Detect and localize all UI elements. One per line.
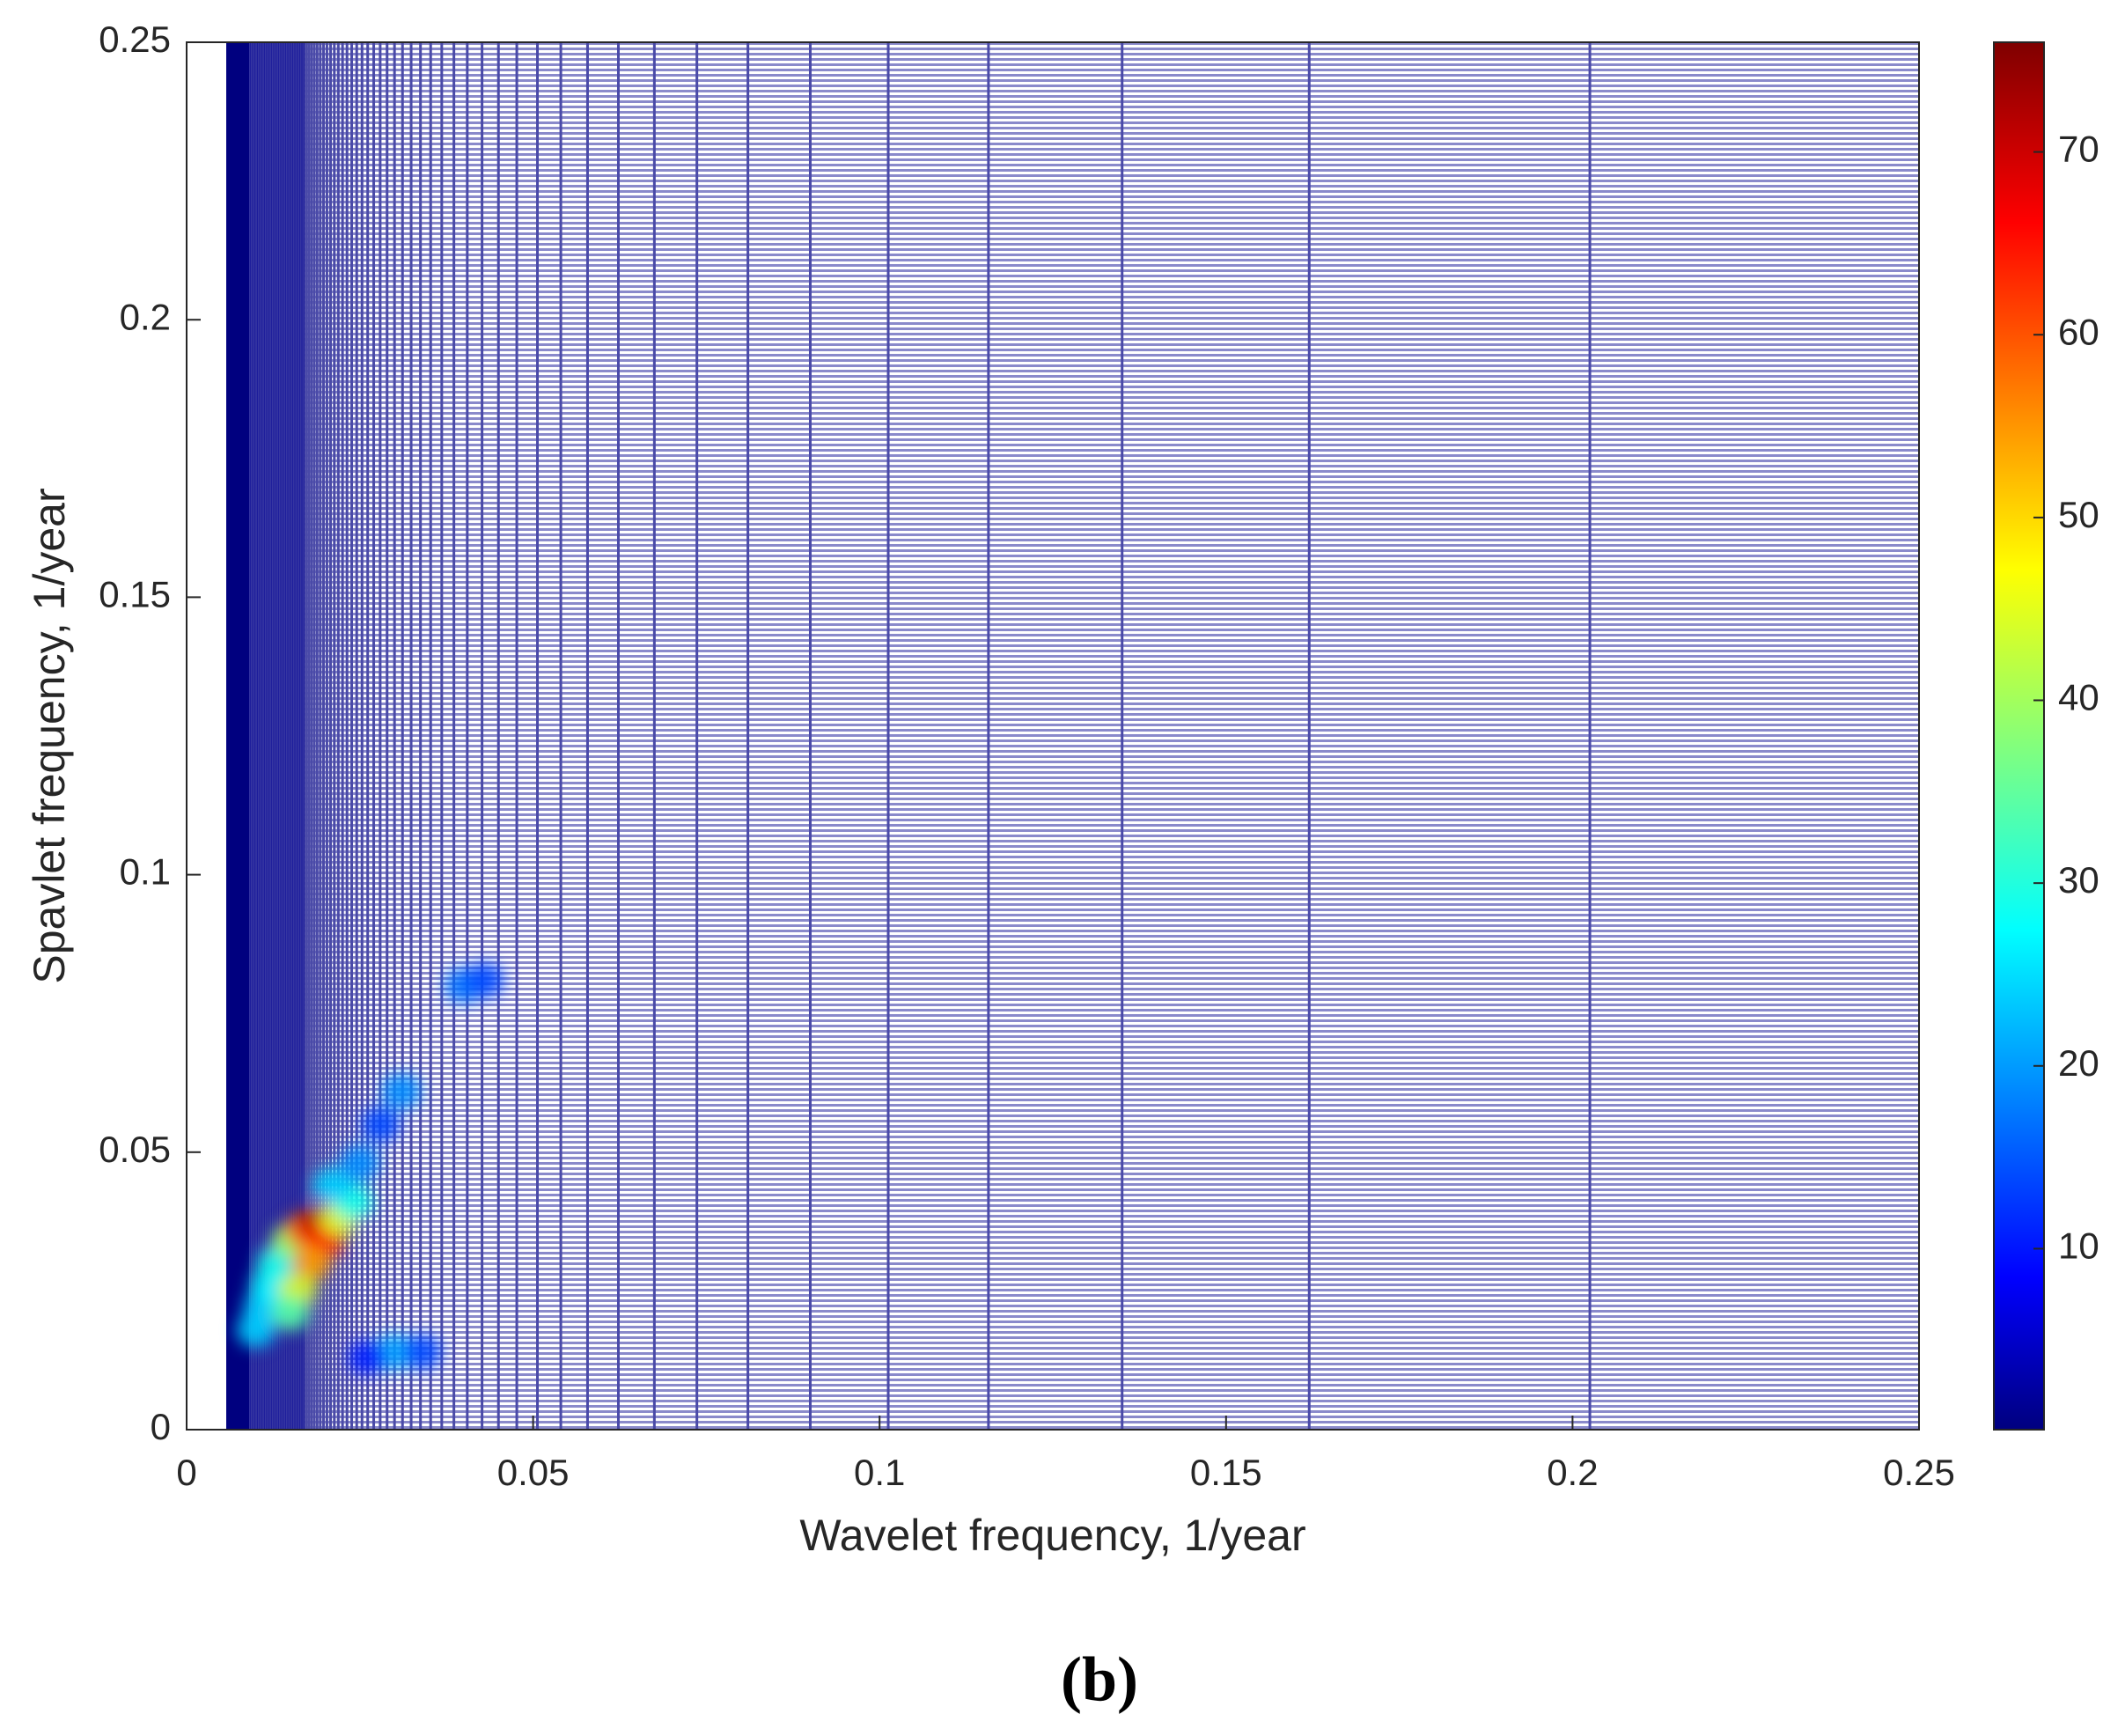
y-tick-label: 0.2 [120, 296, 171, 337]
x-tick-label: 0.2 [1547, 1452, 1598, 1493]
hotspots [236, 962, 504, 1376]
heat-cell [402, 1334, 442, 1370]
colorbar-tick-label: 30 [2058, 859, 2099, 901]
heat-cell [347, 1340, 386, 1376]
x-tick-label: 0.15 [1190, 1452, 1262, 1493]
heat-cell [361, 1107, 401, 1143]
y-tick-label: 0.25 [99, 18, 171, 60]
heat-cell [291, 1245, 331, 1281]
colorbar [1993, 41, 2045, 1431]
colorbar-tick-label: 20 [2058, 1042, 2099, 1084]
y-tick-label: 0.1 [120, 851, 171, 893]
plot-area [226, 42, 1919, 1430]
low-band [226, 42, 249, 1430]
colorbar-tick-label: 40 [2058, 677, 2099, 718]
colorbar-tick-label: 50 [2058, 494, 2099, 535]
x-tick-label: 0.1 [854, 1452, 905, 1493]
x-tick-label: 0.25 [1883, 1452, 1955, 1493]
heat-cell [340, 1145, 379, 1181]
colorbar-tick-label: 10 [2058, 1225, 2099, 1267]
heat-cell [465, 962, 504, 998]
heat-cell [382, 1073, 422, 1109]
caption: (b) [1061, 1644, 1138, 1715]
x-tick-label: 0 [176, 1452, 196, 1493]
axes-box [186, 41, 1920, 1431]
mesh-background [249, 42, 1919, 1430]
y-tick-label: 0.15 [99, 573, 171, 614]
colorbar-tick-label: 70 [2058, 129, 2099, 170]
x-tick-label: 0.05 [497, 1452, 570, 1493]
colorbar-tick-label: 60 [2058, 311, 2099, 352]
y-tick-label: 0 [151, 1406, 171, 1447]
y-tick-label: 0.05 [99, 1129, 171, 1170]
heat-cell [271, 1295, 311, 1331]
heat-cell [312, 1167, 352, 1203]
x-axis-label: Wavelet frequency, 1/year [799, 1511, 1305, 1560]
y-axis-label: Spavlet frequency, 1/year [25, 488, 74, 983]
